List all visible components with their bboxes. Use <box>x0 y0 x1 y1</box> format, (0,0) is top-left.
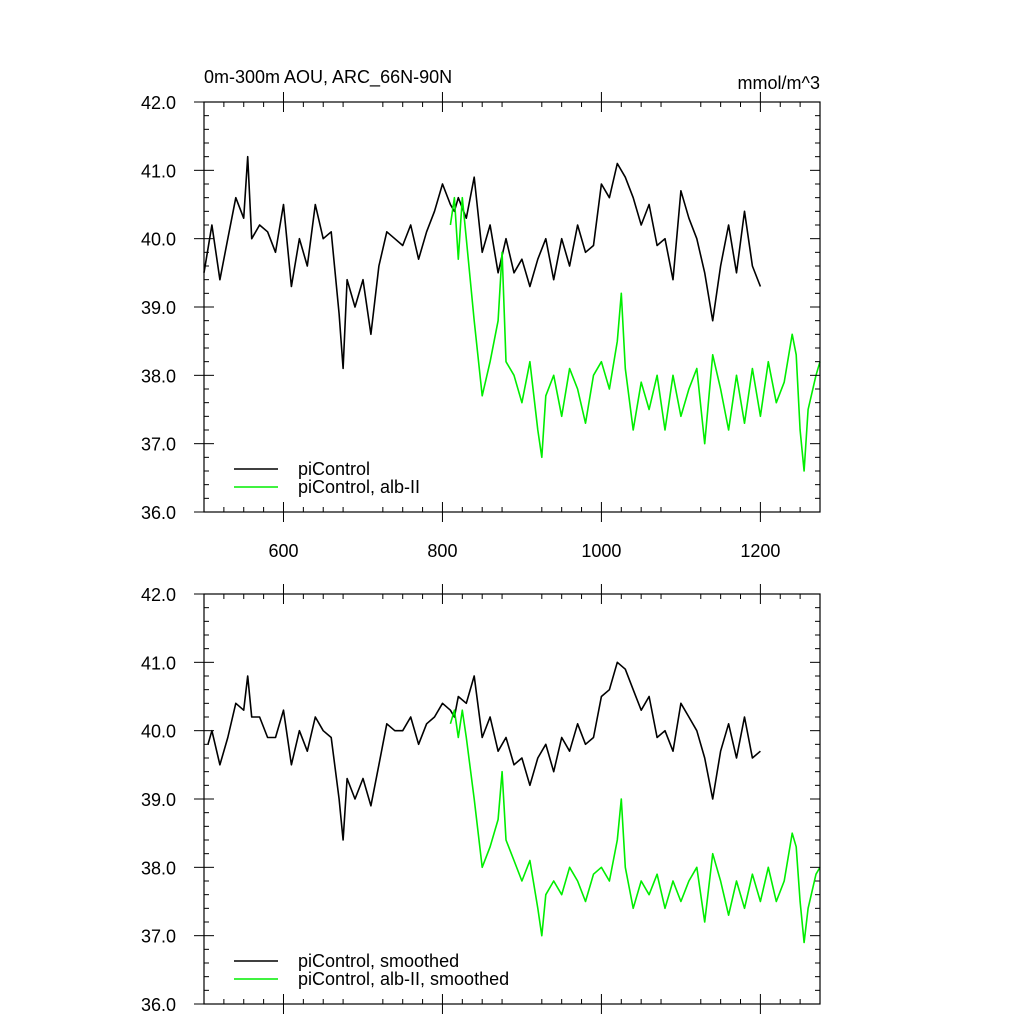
legend-label: piControl, alb-II, smoothed <box>298 969 509 989</box>
plot-frame <box>203 101 821 513</box>
legend-label: piControl, alb-II <box>298 477 420 497</box>
x-tick-label: 1200 <box>740 541 780 561</box>
series-line-0-0 <box>203 155 762 370</box>
series-line-0-1 <box>449 196 821 472</box>
legend-label: piControl, smoothed <box>298 951 459 971</box>
figure-title: 0m-300m AOU, ARC_66N-90N <box>204 67 452 88</box>
y-tick-label: 41.0 <box>141 653 176 673</box>
legend-label: piControl <box>298 459 370 479</box>
bottom-panel: 36.0 37.0 38.0 39.0 40.0 41.0 42.0 piControl, s… <box>141 584 821 1015</box>
x-tick-label: 800 <box>427 541 457 561</box>
y-tick-label: 39.0 <box>141 790 176 810</box>
y-tick-label: 38.0 <box>141 858 176 878</box>
y-tick-label: 39.0 <box>141 298 176 318</box>
y-tick-label: 40.0 <box>141 722 176 742</box>
y-tick-label: 38.0 <box>141 366 176 386</box>
y-tick-label: 42.0 <box>141 585 176 605</box>
y-tick-label: 41.0 <box>141 161 176 181</box>
x-tick-label: 600 <box>268 541 298 561</box>
series-line-1-1 <box>449 709 821 944</box>
series-line-1-0 <box>207 661 761 841</box>
y-tick-label: 36.0 <box>141 995 176 1015</box>
x-tick-label: 1000 <box>581 541 621 561</box>
y-tick-label: 37.0 <box>141 927 176 947</box>
y-tick-label: 37.0 <box>141 435 176 455</box>
top-panel: 36.0 37.0 38.0 39.0 40.0 41.0 42.0 600 800 1000 12… <box>141 92 821 561</box>
plot-frame <box>203 593 821 1005</box>
y-tick-label: 42.0 <box>141 93 176 113</box>
y-tick-label: 36.0 <box>141 503 176 523</box>
units-label: mmol/m^3 <box>738 73 820 93</box>
y-tick-label: 40.0 <box>141 230 176 250</box>
